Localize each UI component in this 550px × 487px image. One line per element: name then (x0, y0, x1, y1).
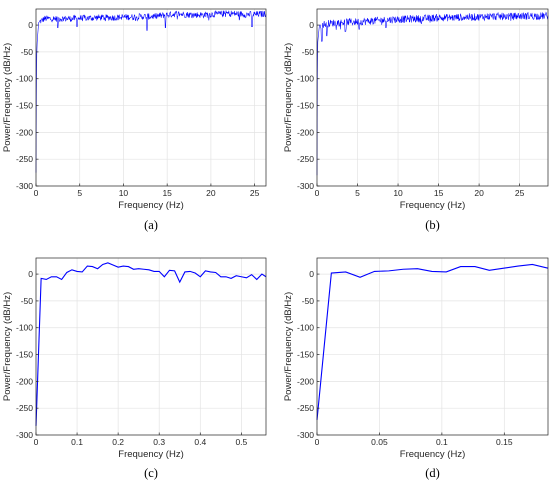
panel-caption: (d) (425, 466, 440, 480)
y-tick-label: -50 (21, 296, 34, 306)
x-tick-label: 0.3 (153, 437, 165, 447)
y-tick-label: -100 (16, 323, 33, 333)
panel-caption: (c) (144, 466, 158, 480)
y-tick-label: -300 (297, 181, 314, 191)
x-axis-label: Frequency (Hz) (400, 200, 465, 211)
y-tick-label: -50 (21, 47, 34, 57)
y-tick-label: -100 (297, 323, 314, 333)
y-axis-label: Power/Frequency (dB/Hz) (2, 292, 13, 401)
x-tick-label: 0 (315, 188, 320, 198)
x-tick-label: 10 (119, 188, 129, 198)
plot-area-frame (35, 8, 267, 187)
y-tick-label: -200 (297, 127, 314, 137)
chart-panel: 0 5 10 15 20 25 -300 -250 -200 -150 -100 -50 0 Freque… (2, 8, 267, 232)
y-tick-label: -300 (16, 430, 33, 440)
y-tick-label: -250 (297, 403, 314, 413)
y-tick-label: -100 (16, 74, 33, 84)
y-tick-label: -50 (302, 47, 315, 57)
x-tick-label: 0.15 (496, 437, 513, 447)
panel-caption: (a) (144, 218, 158, 232)
panel-caption: (b) (425, 218, 440, 232)
chart-panel: 0 5 10 15 20 25 -300 -250 -200 -150 -100 -50 0 Freque… (283, 8, 549, 232)
y-tick-label: 0 (309, 20, 314, 30)
x-tick-label: 0.1 (71, 437, 83, 447)
x-tick-label: 0.05 (371, 437, 388, 447)
data-series-line (35, 10, 267, 173)
y-tick-label: -150 (16, 101, 33, 111)
x-tick-label: 5 (77, 188, 82, 198)
x-tick-label: 20 (474, 188, 484, 198)
y-tick-label: -200 (297, 376, 314, 386)
x-tick-label: 0.2 (112, 437, 124, 447)
x-tick-label: 10 (393, 188, 403, 198)
y-tick-label: -300 (297, 430, 314, 440)
data-series-line (316, 11, 549, 176)
y-tick-label: 0 (309, 269, 314, 279)
chart-panel: 0 0.05 0.1 0.15 -300 -250 -200 -150 -100 -50 0 Freq… (283, 257, 549, 480)
y-tick-label: -300 (16, 181, 33, 191)
y-tick-label: -150 (16, 350, 33, 360)
plot-area-frame (316, 8, 549, 187)
y-tick-label: -250 (297, 154, 314, 164)
plot-area-frame (316, 257, 549, 436)
data-series-line (316, 263, 549, 421)
y-tick-label: -150 (297, 350, 314, 360)
chart-panel: 0 0.1 0.2 0.3 0.4 0.5 -300 -250 -200 -150 -100 -50 0… (2, 257, 267, 480)
x-tick-label: 0 (315, 437, 320, 447)
x-tick-label: 5 (355, 188, 360, 198)
y-tick-label: 0 (28, 20, 33, 30)
x-tick-label: 0.1 (436, 437, 448, 447)
x-tick-label: 15 (434, 188, 444, 198)
x-tick-label: 25 (515, 188, 525, 198)
y-tick-label: -150 (297, 101, 314, 111)
plot-area-frame (35, 257, 267, 436)
y-tick-label: -250 (16, 154, 33, 164)
x-tick-label: 0 (34, 437, 39, 447)
x-tick-label: 0.4 (194, 437, 206, 447)
y-tick-label: -200 (16, 376, 33, 386)
x-tick-label: 0 (34, 188, 39, 198)
x-axis-label: Frequency (Hz) (118, 200, 183, 211)
y-tick-label: 0 (28, 269, 33, 279)
x-axis-label: Frequency (Hz) (118, 449, 183, 460)
x-axis-label: Frequency (Hz) (400, 449, 465, 460)
y-tick-label: -250 (16, 403, 33, 413)
y-axis-label: Power/Frequency (dB/Hz) (283, 43, 294, 152)
y-tick-label: -50 (302, 296, 315, 306)
x-tick-label: 20 (206, 188, 216, 198)
x-tick-label: 0.5 (235, 437, 247, 447)
data-series-line (35, 262, 267, 426)
y-tick-label: -200 (16, 127, 33, 137)
y-axis-label: Power/Frequency (dB/Hz) (2, 43, 13, 152)
y-tick-label: -100 (297, 74, 314, 84)
x-tick-label: 25 (250, 188, 260, 198)
y-axis-label: Power/Frequency (dB/Hz) (283, 292, 294, 401)
x-tick-label: 15 (162, 188, 172, 198)
